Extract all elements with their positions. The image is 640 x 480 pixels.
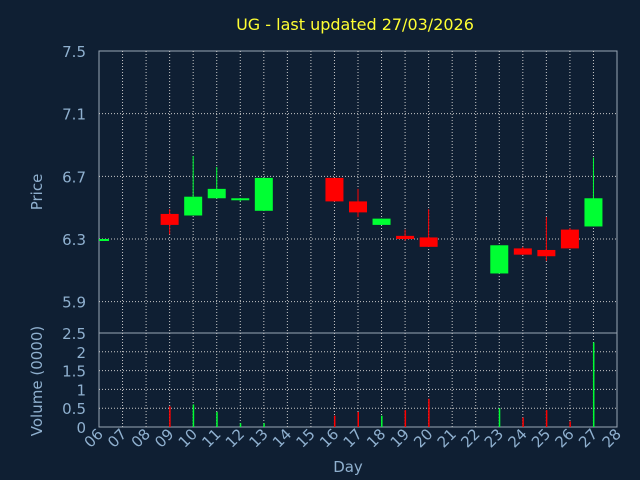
candle [560,228,579,249]
volume-bar [239,423,242,427]
candle-body [419,237,438,247]
price-tick-label: 7.5 [62,43,86,61]
candle-body [99,239,109,241]
candle [537,217,556,261]
candle-body [584,198,603,227]
price-axis-label: Price [28,174,46,211]
candle [396,229,415,241]
candle-body [396,235,415,239]
x-tick-label: 27 [575,425,601,451]
volume-tick-label: 2.5 [62,325,86,343]
x-tick-label: 28 [599,425,625,451]
x-tick-label: 25 [528,425,554,451]
candle [231,198,250,202]
candle-body [160,213,179,225]
candle [584,157,603,227]
volume-bar [357,411,359,427]
volume-bar [333,415,336,427]
candle [419,209,438,247]
x-tick-label: 24 [504,425,530,451]
candle-body [372,218,391,225]
x-tick-label: 15 [293,425,319,451]
candle [513,246,532,255]
x-tick-label: 18 [363,425,389,451]
volume-bar [428,398,430,427]
candle-body [254,177,273,211]
candle-body [349,201,367,213]
volume-bar [545,410,548,427]
volume-axis-label: Volume (0000) [28,326,46,436]
x-tick-label: 17 [340,425,366,451]
volume-bar [522,417,524,427]
x-tick-label: 08 [128,425,154,451]
x-tick-label: 16 [316,425,342,451]
volume-bar [569,421,571,427]
volume-y-ticks: 00.511.522.5 [62,325,86,437]
x-tick-label: 13 [245,425,271,451]
candle [207,166,226,199]
x-tick-label: 14 [269,425,295,451]
volume-bar [404,410,407,427]
x-ticks: 0607080910111213141516171819202122232425… [81,425,625,451]
volume-tick-label: 2 [76,344,86,362]
price-tick-label: 6.3 [62,231,86,249]
volume-tick-label: 1.5 [62,363,86,381]
candle [349,188,367,218]
price-tick-label: 6.7 [62,168,86,186]
volume-bar [192,404,195,427]
candle-body [490,245,509,274]
candle-body [231,198,250,201]
candle [160,209,179,235]
x-tick-label: 20 [410,425,436,451]
x-tick-label: 19 [387,425,413,451]
volume-tick-label: 0.5 [62,400,86,418]
candle-body [513,248,532,255]
candle [372,218,391,225]
volume-bar [592,342,595,427]
candles [99,155,603,274]
x-tick-label: 26 [552,425,578,451]
x-tick-label: 09 [151,425,177,451]
candle [99,239,109,241]
volume-bar [381,415,383,427]
volume-tick-label: 0 [76,419,86,437]
x-tick-label: 07 [104,425,130,451]
x-tick-label: 22 [457,425,483,451]
volume-bar [169,406,171,427]
volume-bar [498,408,501,427]
x-tick-label: 21 [434,425,460,451]
candle-body [207,188,226,199]
candle [184,155,203,216]
x-tick-label: 10 [175,425,201,451]
x-tick-label: 11 [198,425,224,451]
x-tick-label: 23 [481,425,507,451]
volume-bar [216,411,218,427]
candle-body [560,229,579,249]
price-y-ticks: 5.9 6.3 6.7 7.1 7.5 [62,43,86,312]
candle [490,245,509,274]
chart-title: UG - last updated 27/03/2026 [236,15,474,34]
candle-body [184,196,203,216]
x-axis-label: Day [333,458,363,476]
volume-bar [263,423,265,427]
candle-body [537,249,556,257]
candle [254,177,273,211]
x-tick-label: 12 [222,425,248,451]
price-panel: 5.9 6.3 6.7 7.1 7.5 Price [28,43,618,334]
volume-panel: 00.511.522.5 Volume (0000) [28,325,618,437]
price-tick-label: 5.9 [62,294,86,312]
candle [325,177,344,202]
candle-body [325,177,344,202]
price-tick-label: 7.1 [62,106,86,124]
volume-bars [169,342,595,427]
volume-tick-label: 1 [76,381,86,399]
